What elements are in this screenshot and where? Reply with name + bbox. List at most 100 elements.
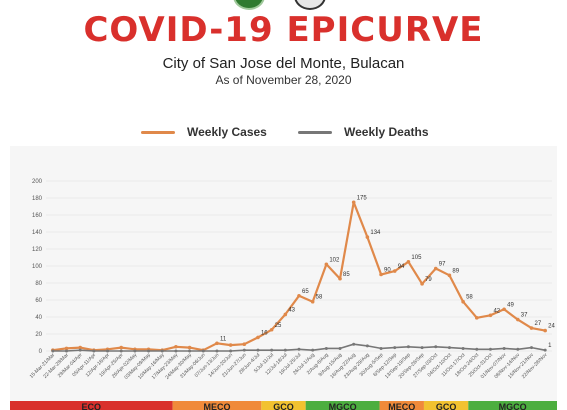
phase-label: MGCQ bbox=[499, 402, 527, 410]
phase-band-gcq bbox=[261, 401, 306, 410]
deaths-data-point bbox=[502, 346, 506, 350]
deaths-data-point bbox=[174, 349, 178, 353]
phase-label: MGCQ bbox=[329, 402, 357, 410]
legend-label-deaths: Weekly Deaths bbox=[344, 125, 429, 139]
cases-data-point bbox=[365, 235, 370, 239]
cases-data-point bbox=[324, 262, 329, 267]
cases-data-label: 89 bbox=[452, 268, 459, 274]
y-tick-label: 140 bbox=[32, 230, 43, 236]
cases-data-point bbox=[488, 313, 493, 318]
deaths-data-point bbox=[51, 349, 55, 353]
as-of-date: As of November 28, 2020 bbox=[215, 73, 352, 87]
cases-data-label: 134 bbox=[370, 230, 381, 236]
deaths-data-point bbox=[420, 346, 424, 350]
y-tick-label: 20 bbox=[35, 332, 42, 338]
cases-data-label: 49 bbox=[507, 302, 514, 308]
deaths-data-point bbox=[297, 347, 301, 351]
cases-data-point bbox=[529, 326, 534, 330]
cases-data-point bbox=[228, 343, 233, 347]
cases-data-point bbox=[174, 344, 178, 349]
deaths-data-point bbox=[488, 347, 492, 351]
cases-data-point bbox=[215, 341, 219, 346]
y-tick-label: 180 bbox=[32, 196, 43, 202]
deaths-data-point bbox=[516, 347, 520, 351]
deaths-data-point bbox=[324, 346, 328, 350]
deaths-data-point bbox=[434, 345, 438, 349]
legend-swatch-cases bbox=[141, 130, 175, 134]
cases-data-point bbox=[242, 342, 247, 346]
page-subtitle: City of San Jose del Monte, Bulacan bbox=[162, 55, 405, 72]
deaths-data-point bbox=[338, 346, 342, 350]
deaths-data-point bbox=[256, 348, 260, 352]
cases-data-label: 105 bbox=[411, 255, 422, 261]
cases-data-point bbox=[256, 335, 260, 340]
cases-data-point bbox=[310, 299, 315, 304]
y-tick-label: 100 bbox=[32, 264, 43, 270]
cases-data-label: 58 bbox=[316, 295, 323, 301]
cases-data-point bbox=[433, 266, 438, 271]
phase-label: GCQ bbox=[273, 402, 294, 410]
deaths-data-point bbox=[106, 349, 110, 353]
cases-data-label: 37 bbox=[521, 313, 528, 319]
cases-data-point bbox=[461, 299, 465, 304]
cases-data-point bbox=[78, 345, 82, 350]
deaths-data-point bbox=[133, 349, 137, 353]
phase-label: MECQ bbox=[203, 402, 230, 410]
cases-data-point bbox=[338, 276, 342, 281]
phase-label: ECQ bbox=[82, 402, 102, 410]
deaths-data-point bbox=[242, 348, 246, 352]
y-tick-label: 120 bbox=[32, 247, 43, 253]
legend-item-cases: Weekly Cases bbox=[141, 124, 267, 140]
phase-band-gcq bbox=[423, 401, 469, 410]
cases-data-point bbox=[502, 307, 506, 312]
cases-data-point bbox=[474, 316, 479, 320]
deaths-data-point bbox=[406, 345, 410, 349]
cases-data-label: 11 bbox=[220, 336, 227, 342]
epicurve-chart: 02040608010012014016018020015-Mar-21/Mar… bbox=[10, 179, 557, 410]
deaths-data-point bbox=[365, 344, 369, 348]
legend-item-deaths: Weekly Deaths bbox=[298, 124, 429, 140]
phase-band-mecq bbox=[172, 401, 262, 410]
cases-data-label: 175 bbox=[357, 195, 368, 201]
legend-swatch-deaths bbox=[298, 130, 332, 134]
deaths-data-point bbox=[447, 346, 451, 350]
city-seal-logo bbox=[233, 0, 265, 10]
cases-data-point bbox=[351, 200, 356, 205]
phase-band-mecq bbox=[379, 401, 424, 410]
cases-data-point bbox=[406, 259, 411, 264]
deaths-data-point bbox=[160, 349, 164, 353]
phase-label: GCQ bbox=[436, 402, 457, 410]
deaths-data-point bbox=[78, 348, 82, 352]
phase-band-ecq bbox=[10, 401, 173, 410]
deaths-data-point bbox=[188, 349, 192, 353]
deaths-data-point bbox=[352, 342, 356, 346]
cases-data-label: 97 bbox=[439, 262, 446, 268]
cases-data-point bbox=[420, 282, 424, 286]
cases-data-point bbox=[64, 346, 69, 351]
deaths-data-point bbox=[461, 346, 465, 350]
cases-data-label: 25 bbox=[275, 323, 282, 329]
deaths-data-point bbox=[270, 348, 274, 352]
cases-data-point bbox=[187, 345, 192, 350]
cases-data-label: 65 bbox=[302, 289, 309, 295]
cases-data-label: 27 bbox=[534, 321, 541, 327]
deaths-data-point bbox=[283, 348, 287, 352]
y-tick-label: 200 bbox=[32, 179, 43, 185]
page-title: COVID-19 EPICURVE bbox=[83, 10, 484, 50]
cases-data-label: 79 bbox=[425, 277, 432, 283]
deaths-data-point bbox=[147, 349, 151, 353]
y-tick-label: 160 bbox=[32, 213, 43, 219]
cases-data-label: 85 bbox=[343, 272, 350, 278]
deaths-data-point bbox=[92, 349, 96, 353]
health-office-logo bbox=[294, 0, 326, 10]
legend-label-cases: Weekly Cases bbox=[187, 125, 267, 139]
cases-data-label: 94 bbox=[398, 264, 405, 270]
deaths-data-point bbox=[65, 349, 69, 353]
deaths-data-point bbox=[215, 349, 219, 353]
cases-data-label: 90 bbox=[384, 268, 391, 274]
cases-data-label: 43 bbox=[288, 307, 295, 313]
cases-data-point bbox=[283, 312, 288, 317]
chart-area: 0 20 40 60 80 100 120 140 160 180 200 15-Mar-21/Mar… bbox=[10, 146, 557, 410]
phase-band-mgcq bbox=[468, 401, 557, 410]
cases-data-point bbox=[447, 273, 452, 278]
